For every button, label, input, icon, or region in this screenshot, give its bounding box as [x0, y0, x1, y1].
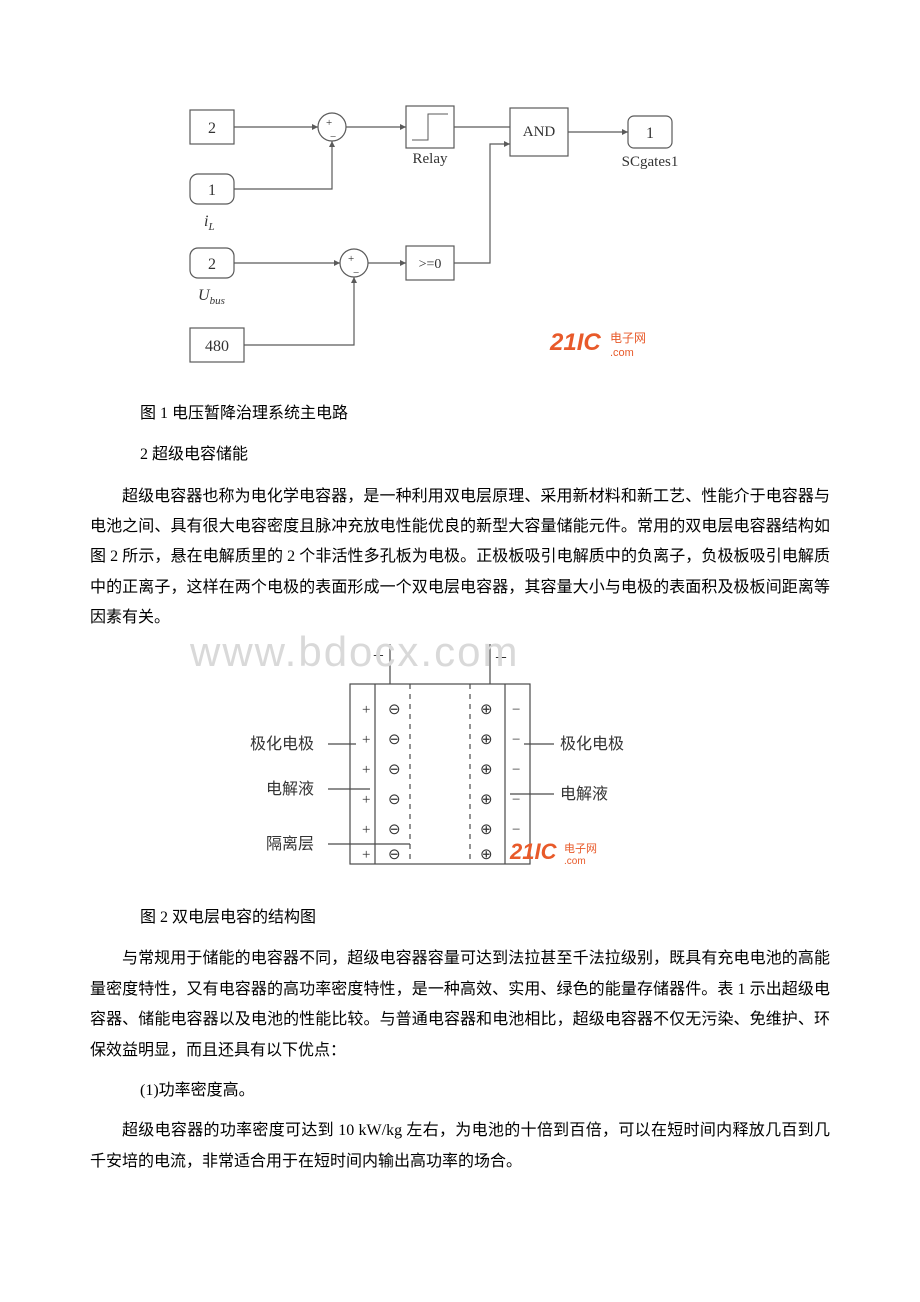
il-label: iL [204, 213, 215, 233]
geq-label: >=0 [419, 257, 442, 272]
svg-text:+: + [362, 762, 370, 778]
svg-text:−: − [512, 822, 520, 838]
figure-2-caption: 图 2 双电层电容的结构图 [140, 904, 830, 933]
svg-text:−: − [512, 762, 520, 778]
and-label: AND [523, 124, 556, 140]
ubus-label: Ubus [198, 287, 225, 307]
section-2-head: 2 超级电容储能 [140, 441, 830, 470]
logo-sub-fig1: 电子网 [610, 331, 646, 345]
svg-text:⊖: ⊖ [388, 822, 401, 838]
svg-text:+: + [362, 702, 370, 718]
logo-url-fig1: .com [610, 347, 634, 359]
svg-text:−: − [512, 732, 520, 748]
out-const1: 1 [646, 125, 654, 142]
block-480: 480 [205, 338, 229, 355]
paragraph-1: 超级电容器也称为电化学电容器，是一种利用双电层原理、采用新材料和新工艺、性能介于… [90, 482, 830, 634]
paragraph-3: 超级电容器的功率密度可达到 10 kW/kg 左右，为电池的十倍到百倍，可以在短… [90, 1116, 830, 1177]
svg-text:−: − [330, 131, 336, 143]
point-1: (1)功率密度高。 [140, 1076, 830, 1106]
svg-text:−: − [512, 702, 520, 718]
label-left-separator: 隔离层 [266, 835, 314, 853]
label-right-electrolyte: 电解液 [560, 785, 608, 803]
svg-text:+: + [362, 792, 370, 808]
label-left-electrolyte: 电解液 [266, 780, 314, 798]
block-const2-ubus: 2 [208, 256, 216, 273]
figure-2-diagram: + – +⊖⊕− +⊖⊕− +⊖⊕− +⊖⊕− +⊖⊕− +⊖⊕ 极化电极 [210, 644, 670, 884]
logo-sub-fig2: 电子网 [564, 842, 597, 855]
svg-text:+: + [362, 847, 370, 863]
document-page: 2 + − Relay AND 1 SCgates1 [0, 0, 920, 1247]
svg-text:⊕: ⊕ [480, 762, 493, 778]
svg-text:⊖: ⊖ [388, 702, 401, 718]
svg-text:⊖: ⊖ [388, 847, 401, 863]
figure-1-caption: 图 1 电压暂降治理系统主电路 [140, 400, 830, 429]
terminal-plus: + [373, 645, 384, 667]
svg-text:⊖: ⊖ [388, 732, 401, 748]
svg-text:⊕: ⊕ [480, 792, 493, 808]
block-const2-top: 2 [208, 120, 216, 137]
svg-text:⊕: ⊕ [480, 702, 493, 718]
svg-text:+: + [362, 732, 370, 748]
relay-label: Relay [413, 151, 448, 167]
paragraph-2: 与常规用于储能的电容器不同，超级电容器容量可达到法拉甚至千法拉级别，既具有充电电… [90, 944, 830, 1066]
svg-text:⊕: ⊕ [480, 847, 493, 863]
label-left-electrode: 极化电极 [250, 735, 314, 753]
svg-text:+: + [348, 253, 354, 265]
block-const1-il: 1 [208, 182, 216, 199]
logo-21ic-fig1: 21IC [549, 329, 601, 356]
logo-url-fig2: .com [564, 856, 586, 867]
svg-text:+: + [362, 822, 370, 838]
svg-text:+: + [326, 117, 332, 129]
label-right-electrode: 极化电极 [560, 735, 624, 753]
terminal-minus: – [495, 645, 507, 667]
logo-21ic-fig2: 21IC [509, 839, 558, 864]
out-label: SCgates1 [622, 154, 679, 170]
figure-1-diagram: 2 + − Relay AND 1 SCgates1 [180, 100, 700, 380]
svg-text:⊕: ⊕ [480, 822, 493, 838]
svg-text:⊕: ⊕ [480, 732, 493, 748]
svg-text:⊖: ⊖ [388, 762, 401, 778]
svg-text:⊖: ⊖ [388, 792, 401, 808]
